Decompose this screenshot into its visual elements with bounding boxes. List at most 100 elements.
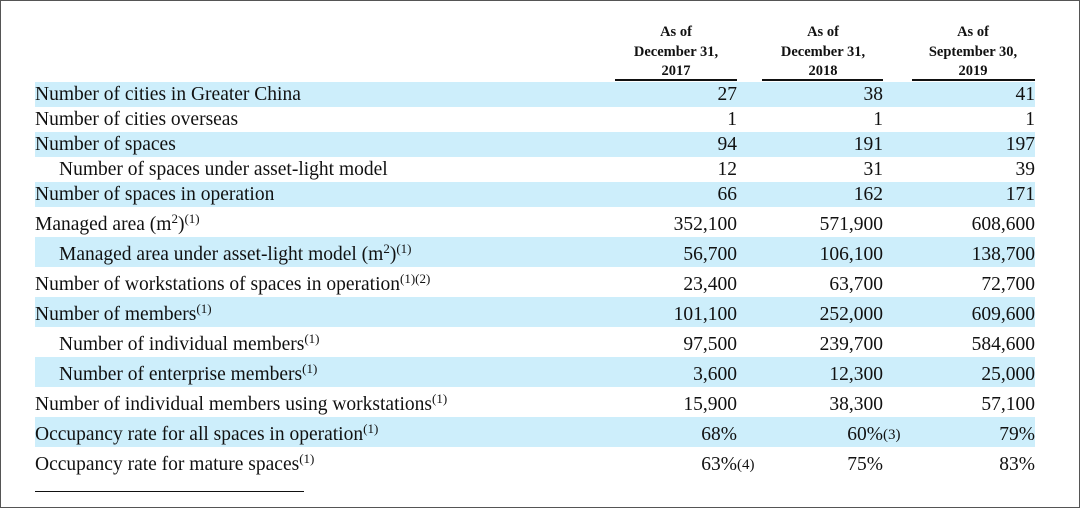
table-row: Number of members(1) 101,100 252,000 609,60…: [35, 297, 1035, 327]
value-text: 1: [873, 109, 883, 130]
header-line: 2017: [661, 63, 691, 79]
cell-value: 72,700: [981, 273, 1035, 297]
label-text: Number of members: [35, 304, 197, 325]
cell-value: 60% (3): [847, 423, 900, 447]
cell-value: 94: [718, 133, 738, 157]
value-text: 39: [1015, 159, 1036, 180]
label-text: Number of individual members using works…: [35, 394, 432, 415]
cell-value: 3,600: [693, 363, 737, 387]
row-label: Occupancy rate for all spaces in operati…: [35, 421, 379, 447]
cell-value: 101,100: [674, 303, 737, 327]
value-text: 12: [717, 159, 738, 180]
cell-value: 239,700: [820, 333, 883, 357]
label-text: Number of spaces in operation: [35, 184, 275, 205]
value-text: 191: [853, 134, 883, 155]
cell-value: 584,600: [972, 333, 1035, 357]
value-text: 15,900: [683, 394, 737, 415]
header-line: 2018: [808, 63, 838, 79]
column-header: As of December 31, 2017: [614, 23, 738, 82]
value-text: 609,600: [971, 304, 1035, 325]
table-row: Number of workstations of spaces in oper…: [35, 267, 1035, 297]
value-text: 56,700: [683, 244, 737, 265]
label-text: Managed area under asset-light model (m: [59, 244, 384, 265]
row-label: Number of workstations of spaces in oper…: [35, 272, 430, 297]
label-text: Occupancy rate for all spaces in operati…: [35, 424, 364, 445]
table-row: Number of spaces in operation 66 162 171: [35, 182, 1035, 207]
cell-value: 15,900: [683, 393, 737, 417]
value-text: 97,500: [683, 334, 737, 355]
cell-value: 197: [1006, 133, 1035, 157]
value-text: 106,100: [819, 244, 883, 265]
value-text: 63,700: [829, 274, 883, 295]
footnote-ref: (1): [184, 211, 200, 226]
label-text: ): [389, 244, 397, 265]
footnote-ref: (1): [302, 361, 318, 376]
table-row: Occupancy rate for all spaces in operati…: [35, 417, 1035, 447]
label-text: Occupancy rate for mature spaces: [35, 454, 300, 475]
table-row: Number of spaces under asset-light model…: [35, 157, 1035, 182]
cell-value: 39: [1016, 158, 1036, 182]
column-header: As of September 30, 2019: [911, 23, 1035, 82]
value-text: 138,700: [971, 244, 1035, 265]
value-text: 197: [1005, 134, 1035, 155]
value-text: 72,700: [981, 274, 1035, 295]
header-line: September 30,: [928, 43, 1018, 60]
value-text: 352,100: [673, 214, 737, 235]
table-row: Number of cities overseas 1 1 1: [35, 107, 1035, 132]
header-line: As of: [807, 24, 839, 40]
value-text: 75%: [847, 454, 883, 475]
cell-value: 138,700: [972, 243, 1035, 267]
value-text: 3,600: [693, 364, 737, 385]
value-text: 171: [1005, 184, 1035, 205]
cell-value: 75%: [847, 453, 883, 477]
cell-value: 38,300: [829, 393, 883, 417]
value-text: 38: [863, 84, 884, 105]
footnote-ref: 2: [383, 241, 390, 256]
value-text: 12,300: [829, 364, 883, 385]
cell-value: 25,000: [981, 363, 1035, 387]
value-text: 584,600: [971, 334, 1035, 355]
row-label: Number of cities overseas: [35, 108, 238, 132]
value-text: 41: [1015, 84, 1036, 105]
footnote-ref: (1): [304, 331, 320, 346]
cell-value: 162: [854, 183, 883, 207]
footnote-ref: (1): [396, 241, 412, 256]
value-text: 252,000: [819, 304, 883, 325]
footnote-ref: 2: [171, 211, 178, 226]
cell-value: 252,000: [820, 303, 883, 327]
value-text: 63%: [701, 454, 737, 475]
column-header: As of December 31, 2018: [761, 23, 885, 82]
cell-value: 609,600: [972, 303, 1035, 327]
cell-value: 1: [873, 108, 883, 132]
value-text: 68%: [701, 424, 737, 445]
header-rule: [762, 79, 883, 81]
header-rule: [912, 79, 1035, 81]
row-label: Number of individual members using works…: [35, 391, 448, 417]
cell-value: 66: [718, 183, 738, 207]
table-row: Managed area under asset-light model (m2…: [35, 237, 1035, 267]
value-text: 25,000: [981, 364, 1035, 385]
cell-value: 97,500: [683, 333, 737, 357]
footnote-ref: (1): [432, 391, 448, 406]
cell-value: 23,400: [683, 273, 737, 297]
value-text: 94: [717, 134, 738, 155]
table-row: Number of individual members(1) 97,500 239…: [35, 327, 1035, 357]
row-label: Occupancy rate for mature spaces(1): [35, 452, 314, 477]
footnote-ref: (1): [363, 421, 379, 436]
header-rule: [615, 79, 737, 81]
table-row: Number of individual members using works…: [35, 387, 1035, 417]
cell-value: 608,600: [972, 213, 1035, 237]
value-text: 239,700: [819, 334, 883, 355]
label-text: Number of spaces: [35, 134, 176, 155]
row-label: Number of individual members(1): [59, 331, 320, 357]
label-text: Number of workstations of spaces in oper…: [35, 274, 400, 295]
table-row: Number of cities in Greater China 27 38 41: [35, 82, 1035, 107]
value-text: 1: [1025, 109, 1035, 130]
value-text: 101,100: [673, 304, 737, 325]
table-row: Occupancy rate for mature spaces(1) 63% (4…: [35, 447, 1035, 477]
label-text: Number of spaces under asset-light model: [59, 159, 388, 180]
cell-value: 1: [1025, 108, 1035, 132]
row-label: Number of spaces: [35, 133, 176, 157]
cell-value: 106,100: [820, 243, 883, 267]
